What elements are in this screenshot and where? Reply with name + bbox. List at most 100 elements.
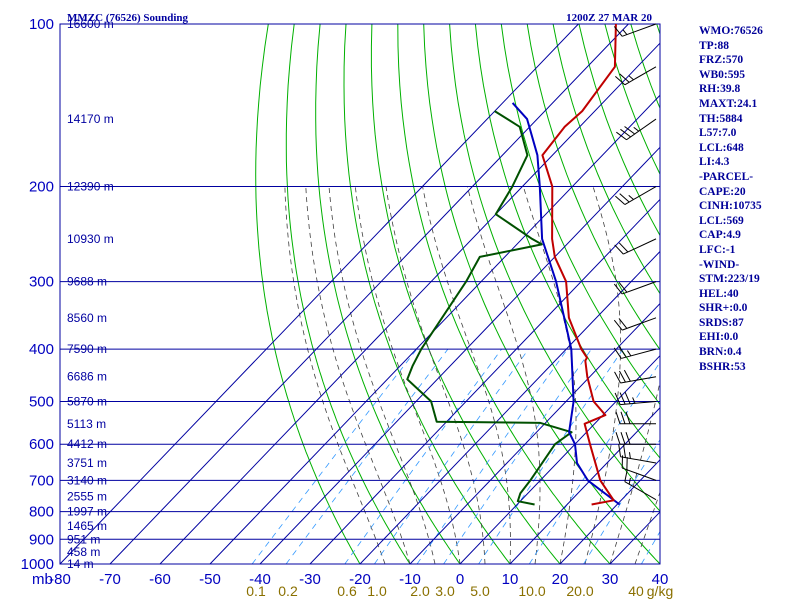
isotherm-line	[309, 198, 660, 564]
mixing-ratio-label: 0.6	[337, 583, 357, 599]
index-line: TP:88	[699, 39, 730, 52]
wind-barb	[614, 391, 657, 406]
sounding-indices-panel: WMO:76526 TP:88 FRZ:570 WB0:595 RH:39.8 MAXT:…	[699, 24, 799, 374]
temperature-tick-label: -60	[149, 571, 171, 588]
index-line: EHI:0.0	[699, 331, 739, 344]
wind-barb	[614, 238, 657, 255]
pressure-tick-label: 300	[29, 274, 54, 291]
wind-barb-half	[628, 477, 631, 485]
mixing-ratio-line	[641, 530, 660, 564]
isotherm-lines	[60, 24, 660, 564]
temperature-tick-label: -10	[399, 571, 421, 588]
wind-barb-staff	[622, 23, 657, 37]
wind-barb-full	[625, 432, 631, 445]
wind-barb	[613, 23, 657, 37]
height-label: 14 m	[67, 557, 94, 571]
wind-barb-half	[628, 194, 634, 200]
wind-barb-full	[615, 195, 626, 205]
wind-barb-full	[618, 346, 627, 358]
wind-barb-full	[619, 193, 630, 203]
height-label: 14170 m	[67, 112, 114, 126]
wind-barb	[615, 411, 656, 425]
mixing-ratio-label: 40	[628, 583, 644, 599]
wind-barb-full	[623, 369, 631, 382]
index-line: L57:7.0	[699, 127, 737, 140]
index-line: BRN:0.4	[699, 346, 742, 359]
wind-barb	[613, 317, 657, 331]
mixing-ratio-label: 0.1	[246, 583, 266, 599]
temperature-tick-label: -20	[349, 571, 371, 588]
mixing-ratio-label: 3.0	[435, 583, 455, 599]
wind-barb-full	[613, 26, 623, 37]
wind-barb-full	[624, 126, 635, 135]
index-line: HEL:40	[699, 287, 739, 300]
pressure-tick-label: 500	[29, 393, 54, 410]
wind-barb	[615, 66, 657, 86]
wind-barb-half	[626, 350, 632, 357]
height-label: 6686 m	[67, 370, 107, 384]
sounding-profiles	[406, 24, 621, 506]
index-line: LCL:648	[699, 141, 744, 154]
wind-barb-staff	[623, 238, 657, 255]
index-line: WB0:595	[699, 68, 745, 81]
wind-barb-full	[615, 411, 621, 424]
pressure-tick-label: 600	[29, 436, 54, 453]
index-line: STM:223/19	[699, 273, 760, 286]
wind-barb	[615, 432, 656, 445]
temperature-profile-line	[541, 24, 617, 506]
wind-barb-full	[618, 318, 628, 329]
isotherm-line	[209, 94, 660, 564]
wind-barb-staff	[624, 186, 657, 205]
wind-barb	[618, 444, 657, 464]
mixing-ratio-label: 1.0	[367, 583, 387, 599]
chart-title: MMZC (76526) Sounding	[67, 12, 189, 24]
height-label: 8560 m	[67, 311, 107, 325]
dry-adiabat-line	[526, 24, 660, 351]
wind-barb-half	[633, 126, 640, 132]
dry-adiabat-line	[449, 24, 660, 513]
mixing-ratio-label: g/kg	[647, 583, 673, 599]
mixing-ratio-line	[478, 348, 624, 564]
plot-frame	[59, 23, 661, 565]
temperature-tick-label: 10	[502, 571, 519, 588]
index-line: -PARCEL-	[699, 170, 754, 183]
wind-barb-full	[623, 445, 626, 458]
isotherm-line	[459, 354, 660, 564]
height-label: 12390 m	[67, 180, 114, 194]
height-label: 2555 m	[67, 490, 107, 504]
dry-adiabat-line	[285, 24, 411, 564]
height-label: 458 m	[67, 545, 100, 559]
wind-barb-full	[616, 131, 627, 141]
wind-barb-full	[620, 128, 631, 138]
moist-adiabat-line	[328, 186, 436, 564]
index-line: TH:5884	[699, 112, 743, 125]
wind-barb-full	[625, 411, 631, 424]
temperature-tick-label: 0	[456, 571, 464, 588]
moist-adiabat-line	[584, 186, 621, 564]
wind-barb-full	[620, 432, 626, 445]
index-line: CINH:10735	[699, 200, 762, 213]
index-line: BSHR:53	[699, 360, 746, 373]
index-line: LFC:-1	[699, 243, 736, 256]
temperature-tick-label: -30	[299, 571, 321, 588]
mixing-ratio-line	[344, 348, 502, 564]
wind-barb-full	[619, 392, 626, 405]
wind-barb-full	[615, 75, 626, 86]
index-line: FRZ:570	[699, 54, 744, 67]
dry-adiabat-line	[397, 24, 611, 564]
pressure-tick-label: 700	[29, 472, 54, 489]
wind-barb-full	[619, 370, 626, 383]
pressure-tick-label: 1000	[21, 556, 54, 573]
index-line: WMO:76526	[699, 25, 763, 37]
wind-barb-full	[613, 283, 623, 295]
wind-barb-half	[628, 452, 631, 459]
pressure-tick-label: 100	[29, 16, 54, 33]
wind-barb-full	[618, 242, 629, 253]
index-line: SRDS:87	[699, 316, 744, 329]
height-label: 4412 m	[67, 437, 107, 451]
dry-adiabat-line	[315, 24, 461, 564]
mixing-ratio-line	[528, 361, 660, 564]
mixing-ratio-line	[443, 348, 592, 564]
wind-barb-staff	[621, 348, 657, 359]
wind-barb-half	[622, 29, 628, 35]
